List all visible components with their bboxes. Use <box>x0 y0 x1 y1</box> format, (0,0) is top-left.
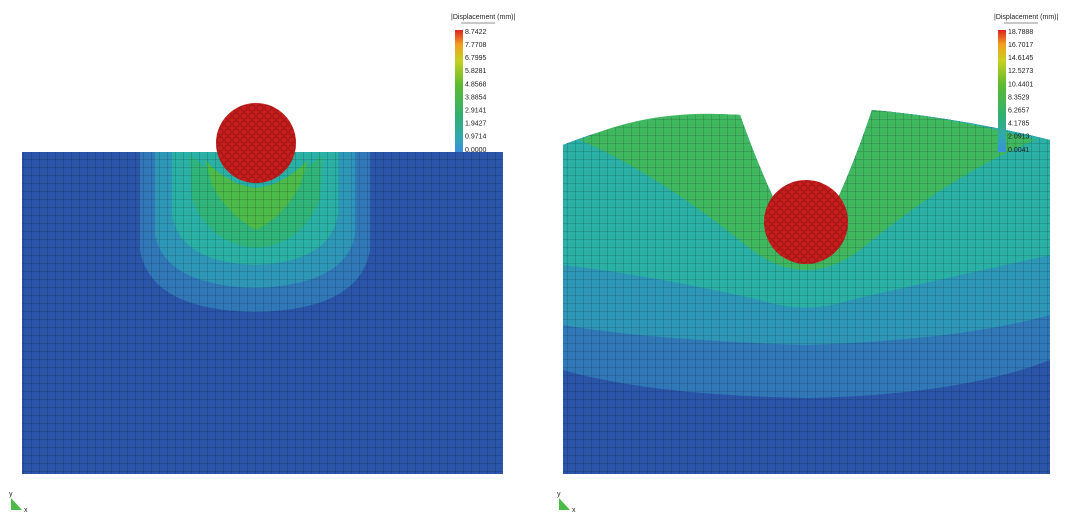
legend-label: 2.9141 <box>465 108 487 115</box>
legend-label: 10.4401 <box>1008 81 1033 88</box>
axis-label-y: y <box>557 491 561 498</box>
legend-label: 0.0000 <box>465 147 487 154</box>
legend-label: 7.7708 <box>465 42 487 49</box>
legend-label: 16.7017 <box>1008 42 1033 49</box>
legend-label: 8.3529 <box>1008 94 1030 101</box>
axis-triad <box>559 498 570 510</box>
figure: |Displacement (mm)| 8.7422 7.7708 6.7995 5.8… <box>0 0 1072 513</box>
legend-label: 6.2657 <box>1008 108 1030 115</box>
axis-label-y: y <box>9 491 13 498</box>
legend-label: 5.8281 <box>465 68 487 75</box>
legend-label: 0.0041 <box>1008 147 1030 154</box>
legend-title: |Displacement (mm)| <box>994 14 1058 21</box>
legend-label: 14.6145 <box>1008 55 1033 62</box>
legend-label: 4.1785 <box>1008 121 1030 128</box>
right-model <box>563 110 1050 474</box>
axis-triad <box>11 498 22 510</box>
legend-label: 8.7422 <box>465 29 487 36</box>
legend-label: 0.9714 <box>465 134 487 141</box>
left-model <box>22 103 503 474</box>
colorbar <box>455 30 463 152</box>
axis-label-x: x <box>572 507 576 513</box>
legend-label: 4.8568 <box>465 81 487 88</box>
colorbar <box>998 30 1006 152</box>
legend-title: |Displacement (mm)| <box>451 14 515 21</box>
legend-label: 2.0913 <box>1008 134 1030 141</box>
legend-label: 3.8854 <box>465 94 487 101</box>
legend-label: 12.5273 <box>1008 68 1033 75</box>
axis-label-x: x <box>24 507 28 513</box>
legend-label: 6.7995 <box>465 55 487 62</box>
legend-label: 18.7888 <box>1008 29 1033 36</box>
legend-label: 1.9427 <box>465 121 487 128</box>
